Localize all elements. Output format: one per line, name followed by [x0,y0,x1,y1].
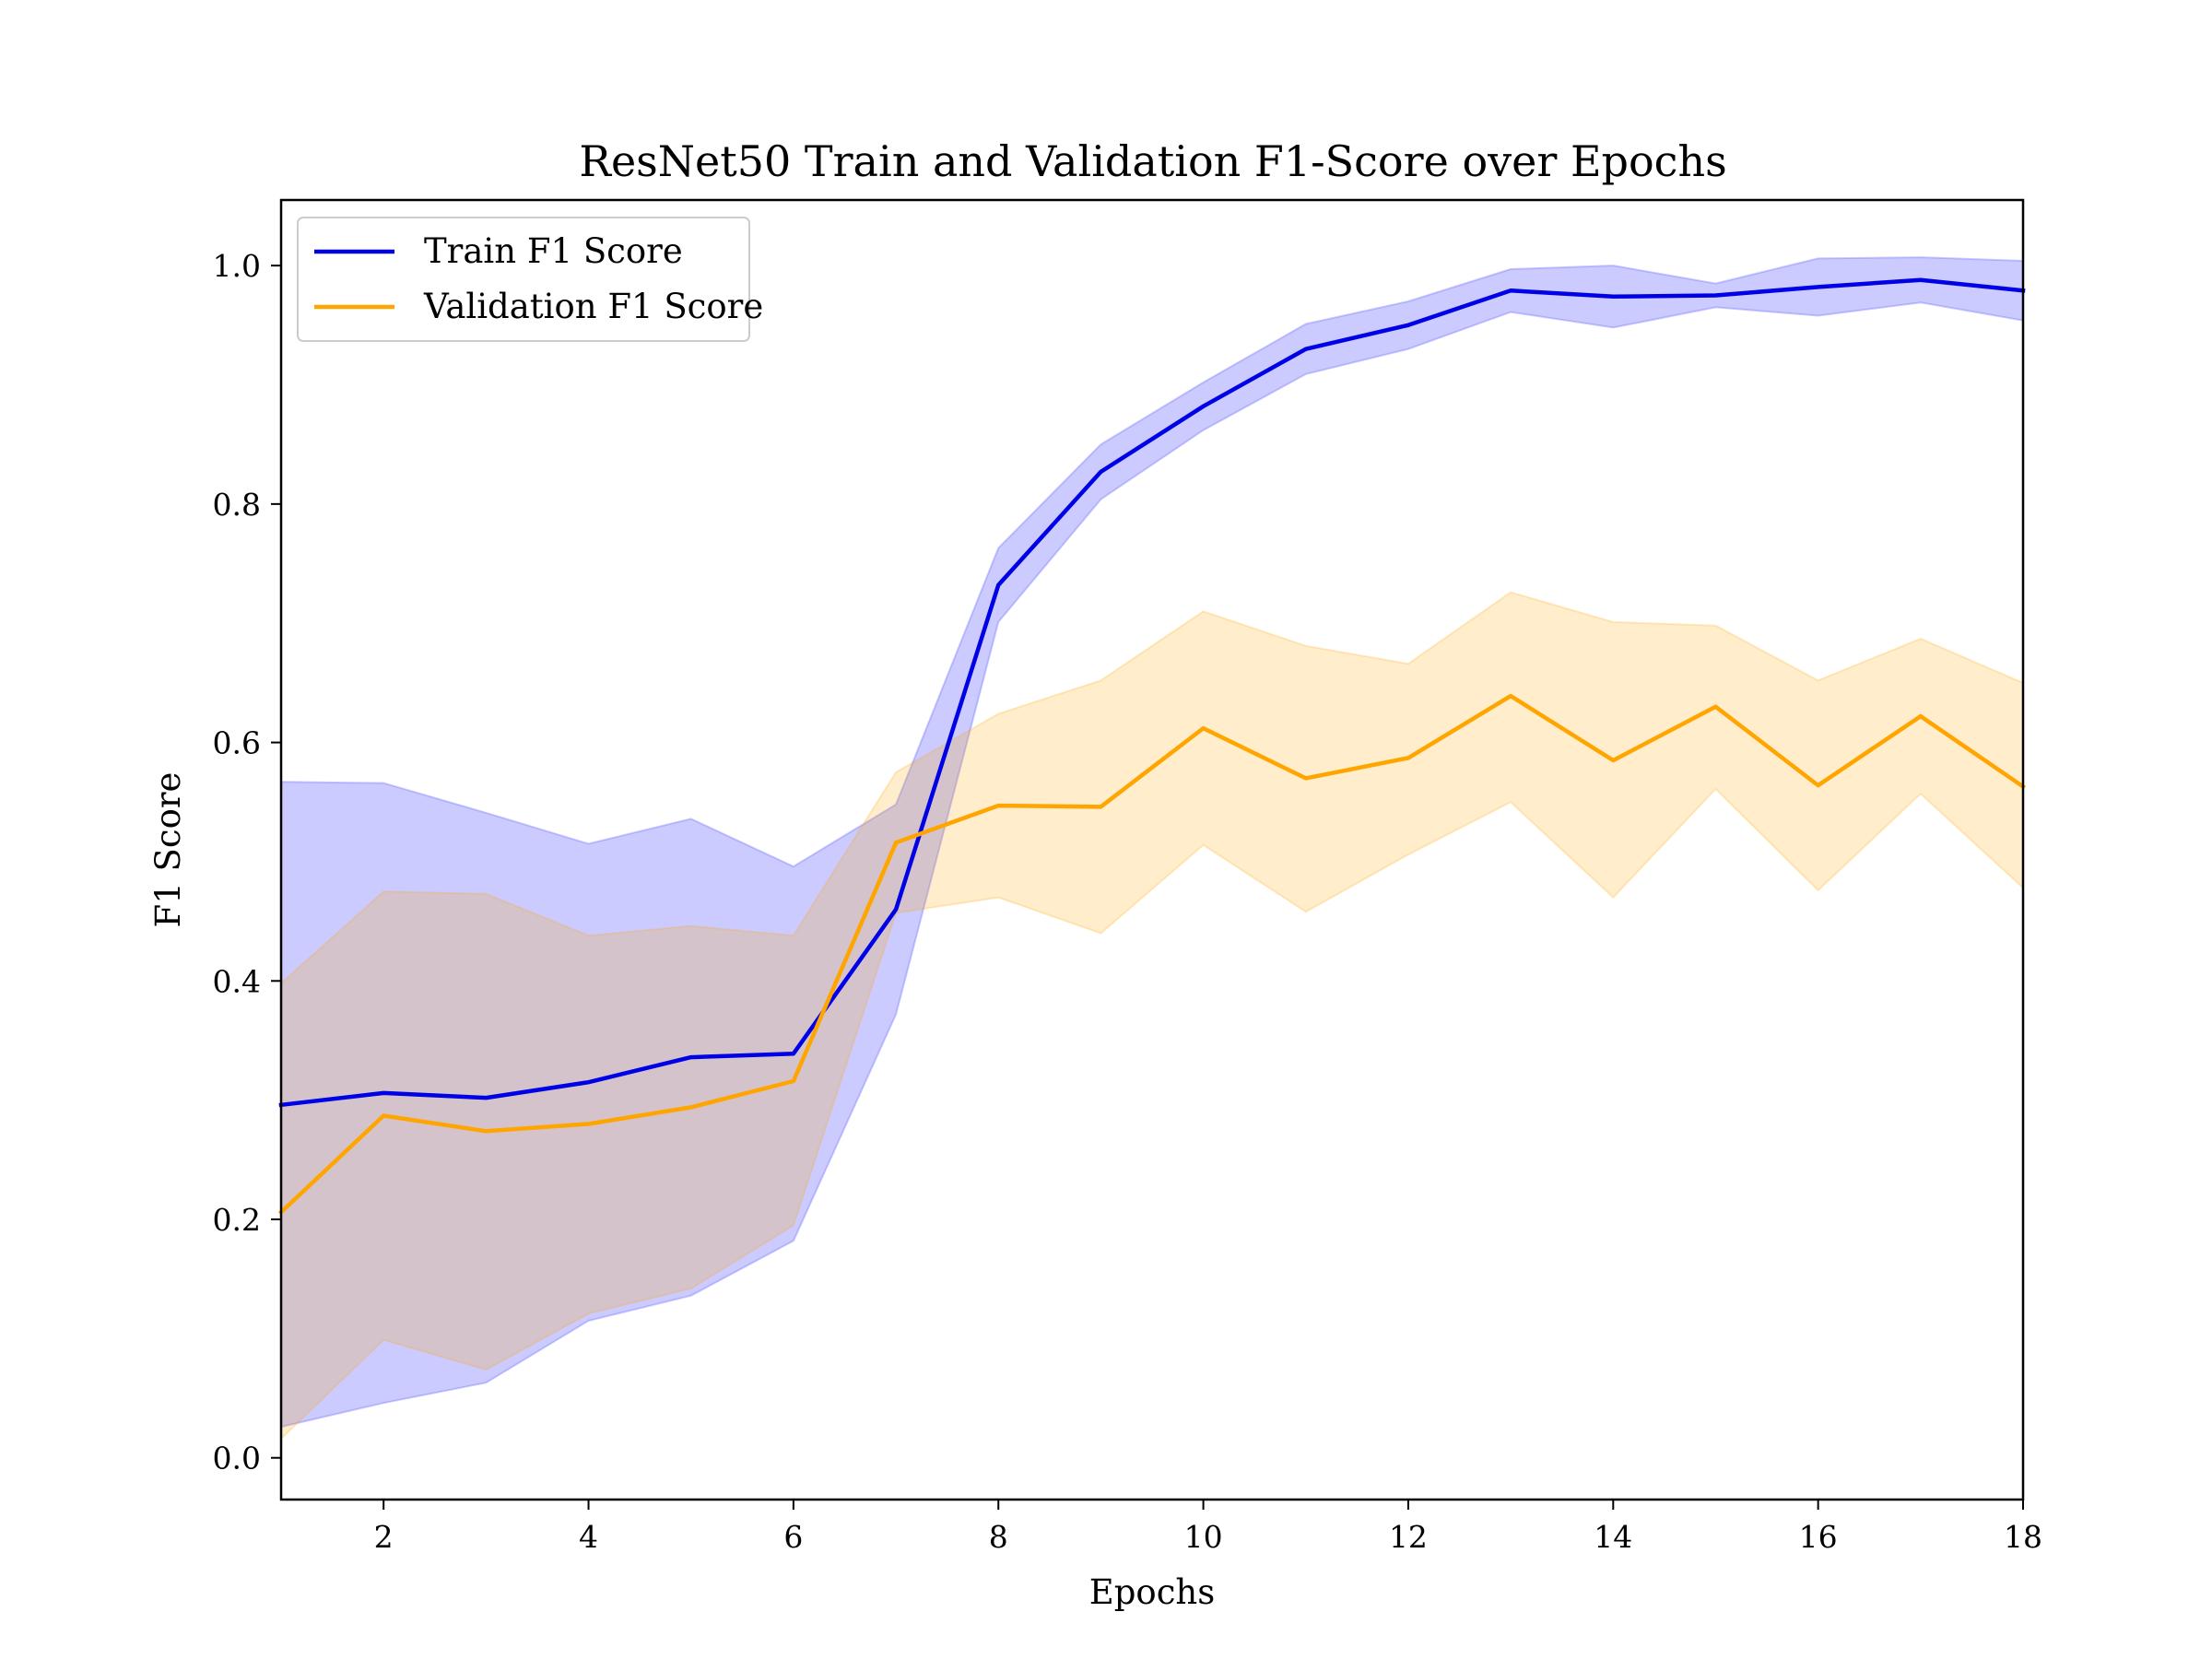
axis-ticks: 2 4 6 8 10 12 14 16 18 0.0 0.2 0.4 0.6 0.8 1.0 [213,248,2042,1555]
y-tick-label: 0.0 [213,1441,261,1477]
legend-label: Validation F1 Score [423,287,763,326]
x-tick-label: 16 [1799,1519,1838,1555]
x-axis-label: Epochs [1089,1572,1216,1612]
x-tick-label: 6 [783,1519,803,1555]
axes-frame [279,198,2025,1501]
series-2-line [277,693,2027,1216]
x-tick-label: 12 [1389,1519,1428,1555]
chart-title: ResNet50 Train and Validation F1-Score o… [579,136,1726,186]
legend-label: Train F1 Score [424,231,683,271]
legend: Train F1 Score Validation F1 Score [297,217,763,342]
y-tick-label: 0.6 [213,725,261,761]
x-tick-label: 10 [1184,1519,1223,1555]
y-tick-label: 0.2 [213,1202,261,1238]
series-1-line [278,277,2026,1108]
y-tick-label: 0.4 [213,963,261,999]
legend-box [297,217,750,342]
y-axis-label: F1 Score [148,772,188,928]
x-tick-label: 4 [579,1519,598,1555]
x-tick-label: 14 [1594,1519,1632,1555]
x-tick-label: 2 [374,1519,394,1555]
x-tick-label: 18 [2004,1519,2042,1555]
y-tick-label: 0.8 [213,487,261,523]
y-tick-label: 1.0 [213,248,261,284]
x-tick-label: 8 [989,1519,1008,1555]
